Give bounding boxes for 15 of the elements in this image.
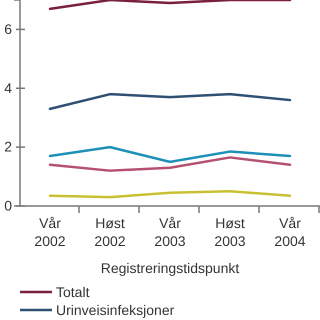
- x-tick-label: Høst 2003: [214, 215, 246, 249]
- line-series: [48, 146, 292, 164]
- x-tick-label: Vår 2003: [154, 215, 186, 249]
- line-series: [48, 92, 292, 110]
- line-series: [48, 156, 292, 172]
- y-tick-label: 4: [4, 80, 12, 96]
- legend-label: Totalt: [56, 284, 90, 300]
- x-tick-label: Høst 2002: [94, 215, 126, 249]
- legend-label: Urinveisinfeksjoner: [56, 302, 175, 318]
- y-tick-label: 0: [4, 197, 12, 214]
- y-tick-label: 6: [4, 20, 12, 37]
- y-tick-label: 2: [4, 138, 12, 155]
- x-tick-label: Vår 2004: [274, 215, 306, 249]
- x-tick-label: Vår 2002: [34, 215, 66, 249]
- x-axis-title: Registreringstidspunkt: [100, 260, 240, 276]
